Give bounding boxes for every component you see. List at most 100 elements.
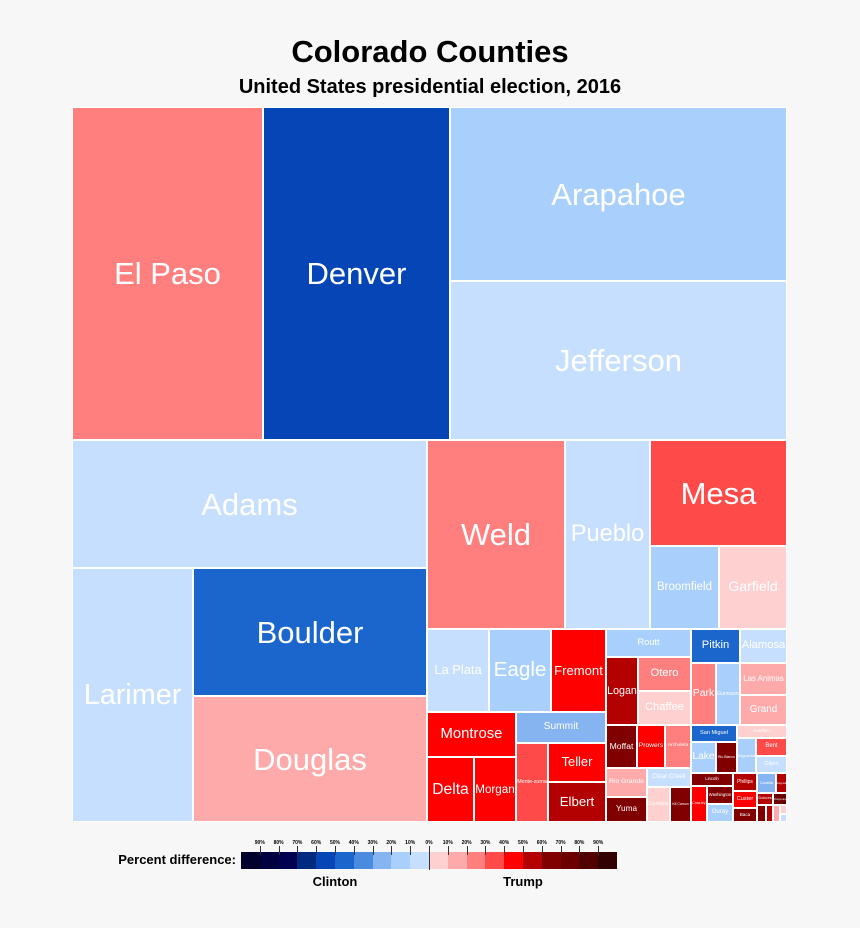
treemap-cell-label: Montrose: [440, 726, 503, 743]
treemap-cell-label: Broomfield: [657, 580, 712, 593]
treemap-cell-las-animas: Las Animas: [740, 663, 787, 695]
treemap-cell-label: Summit: [543, 721, 579, 733]
treemap-cell-county-63: [780, 814, 787, 822]
treemap-cell-denver: Denver: [263, 107, 450, 440]
treemap-cell-alamosa: Alamosa: [740, 629, 787, 663]
treemap-cell-label: Grand: [749, 704, 778, 716]
legend-swatch: [391, 852, 411, 869]
treemap-cell-adams: Adams: [72, 440, 427, 568]
legend-swatch: [316, 852, 336, 869]
treemap-cell-label: La Plata: [434, 662, 482, 678]
legend-tick: [353, 846, 355, 855]
treemap-cell-label: Huerfano: [753, 728, 771, 734]
treemap-cell-eagle: Eagle: [489, 629, 551, 712]
treemap-cell-montrose: Montrose: [427, 712, 516, 757]
treemap-cell-elbert: Elbert: [548, 782, 606, 822]
legend-tick-label: 20%: [461, 840, 472, 846]
legend-tick-label: 10%: [442, 840, 453, 846]
treemap-cell-label: Mesa: [680, 475, 757, 511]
treemap-cell-label: Phillips: [737, 778, 753, 785]
treemap-cell-yuma: Yuma: [606, 797, 647, 822]
treemap-cell-dolores: Dolores: [757, 793, 773, 805]
legend-swatch: [504, 852, 524, 869]
treemap-cell-county-59: [757, 805, 766, 822]
legend-tick: [541, 846, 543, 855]
treemap-cell-bent: Bent: [756, 738, 787, 756]
treemap-cell-arapahoe: Arapahoe: [450, 107, 787, 281]
treemap-cell-label: Morgan: [475, 782, 515, 796]
legend-swatch: [278, 852, 298, 869]
treemap-cell-gunnison: Gunnison: [716, 663, 740, 725]
treemap-cell-kit-carson: Kit Carson: [670, 787, 691, 822]
legend-clinton-label: Clinton: [312, 874, 358, 889]
legend-swatch: [335, 852, 355, 869]
treemap-cell-jefferson: Jefferson: [450, 281, 787, 440]
treemap-cell-label: Delta: [432, 780, 469, 798]
legend-swatch: [541, 852, 562, 869]
treemap-cell-douglas: Douglas: [193, 696, 427, 822]
treemap-cell-label: Archuleta: [667, 743, 689, 749]
treemap-cell-huerfano: Huerfano: [737, 725, 787, 738]
treemap-cell-routt: Routt: [606, 629, 691, 657]
treemap-cell-cheyenne: Cheyenne: [773, 793, 787, 805]
treemap-cell-label: Dolores: [758, 796, 772, 801]
legend-swatch: [297, 852, 317, 869]
treemap-cell-label: Teller: [561, 754, 593, 770]
treemap-cell-label: Moffat: [609, 741, 634, 752]
treemap-cell-lincoln: Lincoln: [691, 773, 733, 786]
legend-tick-label: 60%: [536, 840, 547, 846]
legend-tick-label: 30%: [480, 840, 491, 846]
treemap-cell-label: Custer: [736, 795, 754, 802]
legend-swatch: [241, 852, 261, 869]
legend-tick-label: 40%: [499, 840, 510, 846]
treemap-cell-label: Gunnison: [717, 690, 739, 697]
legend-tick: [391, 846, 393, 855]
legend-tick: [372, 846, 374, 855]
legend-swatch: [523, 852, 543, 869]
treemap-cell-rio-grande: Rio Grande: [606, 768, 647, 797]
treemap-cell-label: Washington: [708, 791, 732, 797]
legend-tick-label: 10%: [405, 840, 416, 846]
chart-title: Colorado Counties: [291, 34, 569, 69]
legend-tick-label: 30%: [367, 840, 378, 846]
legend-tick-label: 80%: [574, 840, 585, 846]
treemap-cell-label: Alamosa: [741, 639, 786, 652]
treemap-cell-label: Jefferson: [555, 343, 682, 378]
legend-tick-label: 50%: [517, 840, 528, 846]
legend-swatch: [485, 852, 505, 869]
treemap-cell-label: Logan: [607, 684, 637, 697]
treemap-cell-otero: Otero: [638, 657, 691, 691]
treemap-cell-label: Pitkin: [701, 639, 730, 652]
treemap-cell-weld: Weld: [427, 440, 565, 629]
treemap-cell-label: Otero: [650, 667, 679, 680]
treemap-cell-label: Eagle: [493, 658, 547, 682]
legend-tick-label: 40%: [348, 840, 359, 846]
treemap-cell-label: Douglas: [253, 741, 367, 777]
legend-tick-label: 0%: [425, 840, 433, 846]
legend-tick: [259, 846, 261, 855]
treemap-cell-label: Monte-zuma: [517, 778, 547, 785]
treemap-cell-label: Gilpin: [764, 760, 779, 767]
legend-tick: [316, 846, 318, 855]
treemap-cell-label: Yuma: [615, 804, 638, 814]
treemap-cell-logan: Logan: [606, 657, 638, 725]
legend-swatch: [410, 852, 430, 869]
legend-tick-label: 70%: [555, 840, 566, 846]
treemap-cell-chaffee: Chaffee: [638, 691, 691, 725]
legend-swatch: [429, 852, 449, 869]
treemap-cell-prowers: Prowers: [637, 725, 665, 768]
treemap-cell-label: San Miguel: [699, 729, 729, 736]
legend-swatch: [598, 852, 618, 869]
legend-swatch: [353, 852, 374, 869]
treemap-cell-label: Pueblo: [570, 520, 645, 547]
treemap-cell-la-plata: La Plata: [427, 629, 489, 712]
legend-tick: [429, 846, 430, 870]
treemap-cell-archuleta: Archuleta: [665, 725, 691, 768]
treemap-cell-lake: Lake: [691, 742, 716, 773]
treemap-cell-label: El Paso: [114, 256, 221, 291]
legend-swatch: [466, 852, 486, 869]
treemap-cell-label: Kit Carson: [672, 801, 689, 806]
treemap-cell-gilpin: Gilpin: [756, 756, 787, 773]
legend-tick-label: 90%: [593, 840, 604, 846]
